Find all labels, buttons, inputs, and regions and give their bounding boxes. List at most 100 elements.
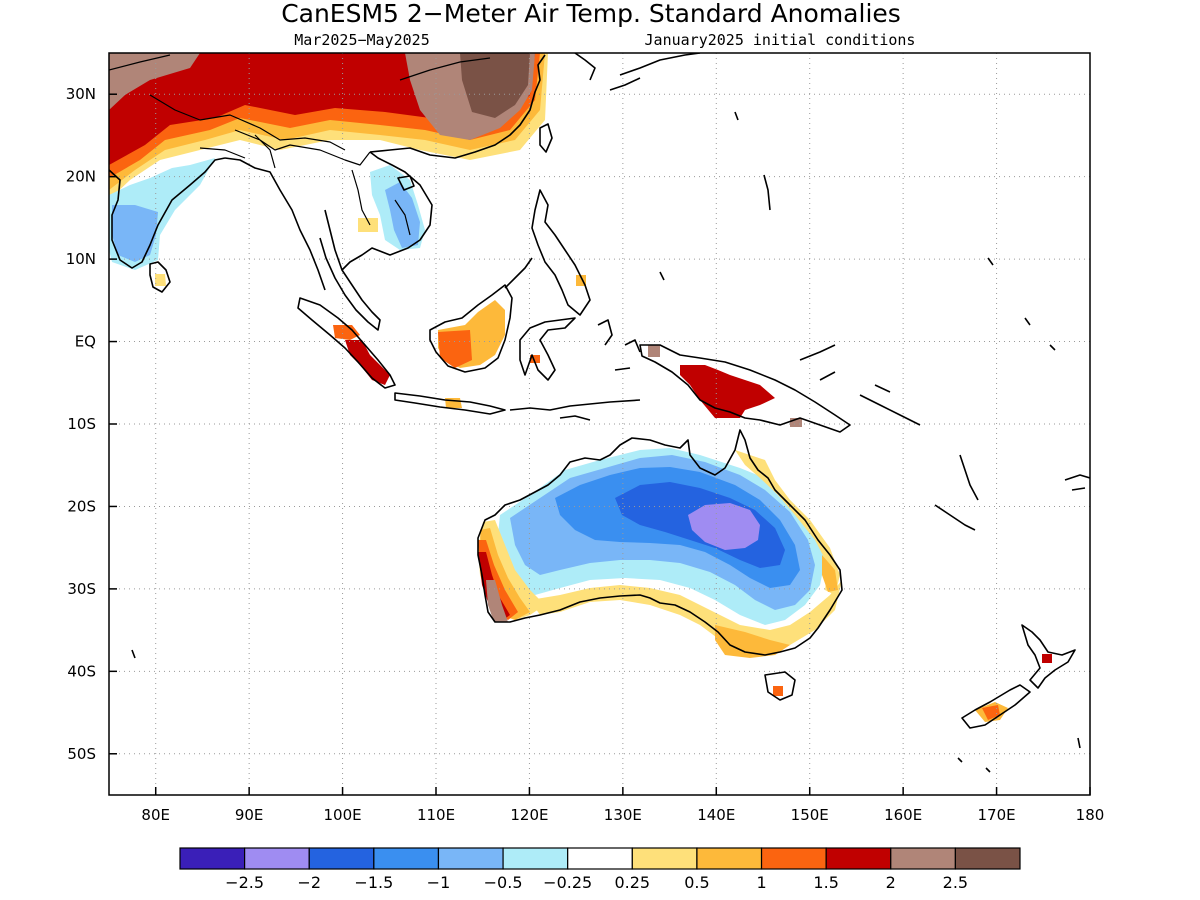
colorbar-swatch	[308, 847, 375, 870]
anomaly-region-newguinea-red	[680, 365, 775, 418]
coastline-palawan	[504, 257, 533, 289]
coastline-taiwan	[539, 123, 553, 153]
shaded-anomaly-field	[109, 53, 1090, 795]
coastline-japan-south	[609, 77, 641, 91]
colorbar-label: 0.5	[684, 873, 709, 892]
colorbar-label: −0.5	[484, 873, 523, 892]
colorbar-swatch	[890, 847, 956, 870]
y-tick-label: 10S	[67, 415, 96, 433]
x-tick-label: 120E	[510, 806, 548, 824]
colorbar-label: −0.25	[543, 873, 592, 892]
anomaly-region-tasmania-darkorange	[773, 686, 783, 696]
coastline-malay-peninsula	[319, 209, 381, 331]
colorbar-label: 0.25	[614, 873, 650, 892]
coastline-small-islands	[131, 111, 1081, 773]
x-tick-label: 150E	[791, 806, 829, 824]
coastline-solomons	[859, 384, 921, 426]
anomaly-region-australia-orange-se	[715, 625, 790, 658]
coastline-china	[369, 54, 546, 159]
border-china-north	[109, 54, 491, 81]
colorbar-legend: −2.5 −2 −1.5 −1 −0.5 −0.25 0.25 0.5 1 1.5 2 2.5	[179, 847, 1021, 892]
figure-title: CanESM5 2−Meter Air Temp. Standard Anoma…	[281, 0, 901, 28]
anomaly-region-australia-violet	[688, 503, 760, 550]
x-tick-label: 110E	[417, 806, 455, 824]
border-south-asia	[199, 134, 276, 169]
colorbar-swatch	[179, 847, 246, 870]
y-axis-latitude: 30N 20N 10N EQ 10S 20S 30S 40S 50S	[66, 85, 117, 763]
coastline-new-caledonia	[934, 504, 976, 531]
x-tick-label: 130E	[604, 806, 642, 824]
y-tick-label: EQ	[75, 333, 96, 351]
y-tick-label: 20S	[67, 497, 96, 515]
coastline-nz-south	[961, 684, 1031, 729]
y-tick-label: 40S	[67, 662, 96, 680]
coastline-lesser-sunda	[509, 399, 641, 421]
colorbar-label: 2	[886, 873, 896, 892]
colorbar-label: 1.5	[813, 873, 838, 892]
anomaly-region-newguinea-mauve	[648, 345, 660, 357]
coastline-korea	[574, 53, 596, 81]
coastline-moluccas	[597, 319, 641, 371]
coastline-indochina	[341, 151, 433, 271]
coastline-tasmania	[764, 671, 796, 701]
anomaly-region-nz-darkorange	[982, 705, 1000, 720]
colorbar-swatch	[631, 847, 698, 870]
colorbar-swatch	[567, 847, 633, 870]
x-tick-label: 180	[1076, 806, 1105, 824]
coastline-australia	[477, 429, 843, 656]
x-tick-label: 160E	[884, 806, 922, 824]
anomaly-region-sumatra-red	[345, 340, 390, 385]
coastline-new-guinea	[639, 344, 851, 433]
x-tick-label: 90E	[235, 806, 264, 824]
coastline-philippines	[531, 189, 591, 316]
x-axis-longitude: 80E 90E 100E 110E 120E 130E 140E 150E 160E 170E 18…	[141, 787, 1104, 824]
colorbar-swatch	[244, 847, 310, 870]
colorbar-swatch	[373, 847, 440, 870]
map-gridlines	[109, 53, 1090, 795]
colorbar-label: 2.5	[943, 873, 968, 892]
coastlines	[109, 53, 1090, 773]
colorbar-label: −1.5	[354, 873, 393, 892]
colorbar-swatch	[825, 847, 892, 870]
coastline-bay-bengal	[224, 157, 326, 291]
coastline-sri-lanka	[149, 261, 171, 293]
anomaly-region-australia-west-mauve	[486, 580, 508, 622]
subtitle-season: Mar2025−May2025	[294, 31, 429, 49]
border-indochina	[351, 169, 411, 236]
anomaly-region-australia-east-orange	[822, 555, 838, 592]
colorbar-label: −2	[297, 873, 321, 892]
colorbar-label: −2.5	[225, 873, 264, 892]
colorbar-swatch	[760, 847, 827, 870]
y-tick-label: 20N	[66, 168, 96, 186]
y-tick-label: 30S	[67, 580, 96, 598]
y-tick-label: 30N	[66, 85, 96, 103]
coastline-nz-north	[1021, 624, 1076, 689]
anomaly-region-nz-red	[1042, 654, 1052, 663]
anomaly-region-indochina-yellow	[358, 218, 378, 232]
x-tick-label: 80E	[141, 806, 170, 824]
coastline-vanuatu	[959, 454, 979, 501]
colorbar-swatch	[437, 847, 504, 870]
subtitle-initial-conditions: January2025 initial conditions	[645, 31, 916, 49]
coastline-borneo	[429, 284, 513, 373]
anomaly-region-asia-mauve	[109, 53, 200, 110]
anomaly-region-china-brown	[460, 53, 530, 118]
anomaly-region-india-yellow	[155, 274, 166, 286]
x-tick-label: 140E	[697, 806, 735, 824]
y-tick-label: 10N	[66, 250, 96, 268]
colorbar-swatch	[954, 847, 1021, 870]
x-tick-label: 170E	[978, 806, 1016, 824]
y-tick-label: 50S	[67, 745, 96, 763]
colorbar-swatch	[696, 847, 763, 870]
anomaly-region-indochina-lightblue	[385, 182, 420, 248]
border-himalaya	[149, 94, 346, 151]
anomaly-region-borneo-darkorange	[438, 330, 472, 368]
anomaly-region-india-lightblue	[112, 205, 158, 262]
coastline-india	[109, 157, 226, 269]
coastline-sumatra	[297, 297, 396, 389]
colorbar-label: −1	[427, 873, 451, 892]
colorbar-label: 1	[756, 873, 766, 892]
coastline-java	[394, 392, 506, 415]
coastline-hainan	[397, 175, 415, 191]
